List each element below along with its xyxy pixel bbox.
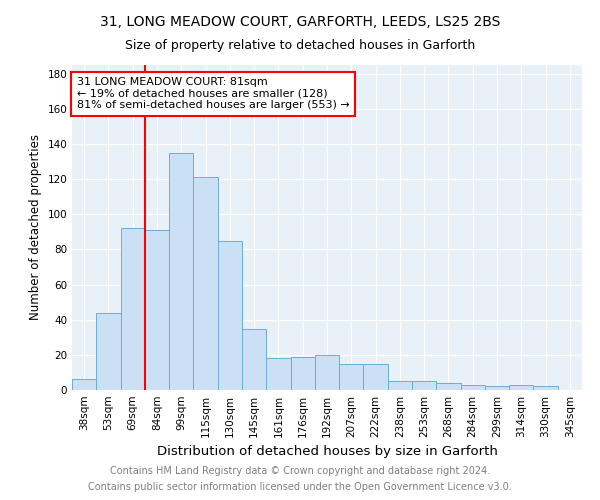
Bar <box>461 384 485 390</box>
Bar <box>266 358 290 390</box>
Bar <box>339 364 364 390</box>
Bar <box>412 381 436 390</box>
Bar <box>364 364 388 390</box>
Bar <box>72 380 96 390</box>
Bar <box>509 384 533 390</box>
Bar <box>290 356 315 390</box>
Text: Contains public sector information licensed under the Open Government Licence v3: Contains public sector information licen… <box>88 482 512 492</box>
Text: Size of property relative to detached houses in Garforth: Size of property relative to detached ho… <box>125 39 475 52</box>
X-axis label: Distribution of detached houses by size in Garforth: Distribution of detached houses by size … <box>157 446 497 458</box>
Bar <box>169 153 193 390</box>
Bar <box>315 355 339 390</box>
Bar <box>145 230 169 390</box>
Bar <box>436 383 461 390</box>
Bar <box>218 240 242 390</box>
Bar <box>485 386 509 390</box>
Bar <box>193 178 218 390</box>
Text: 31, LONG MEADOW COURT, GARFORTH, LEEDS, LS25 2BS: 31, LONG MEADOW COURT, GARFORTH, LEEDS, … <box>100 15 500 29</box>
Bar <box>388 381 412 390</box>
Bar <box>242 328 266 390</box>
Text: Contains HM Land Registry data © Crown copyright and database right 2024.: Contains HM Land Registry data © Crown c… <box>110 466 490 476</box>
Text: 31 LONG MEADOW COURT: 81sqm
← 19% of detached houses are smaller (128)
81% of se: 31 LONG MEADOW COURT: 81sqm ← 19% of det… <box>77 78 350 110</box>
Bar <box>533 386 558 390</box>
Y-axis label: Number of detached properties: Number of detached properties <box>29 134 42 320</box>
Bar <box>121 228 145 390</box>
Bar <box>96 312 121 390</box>
